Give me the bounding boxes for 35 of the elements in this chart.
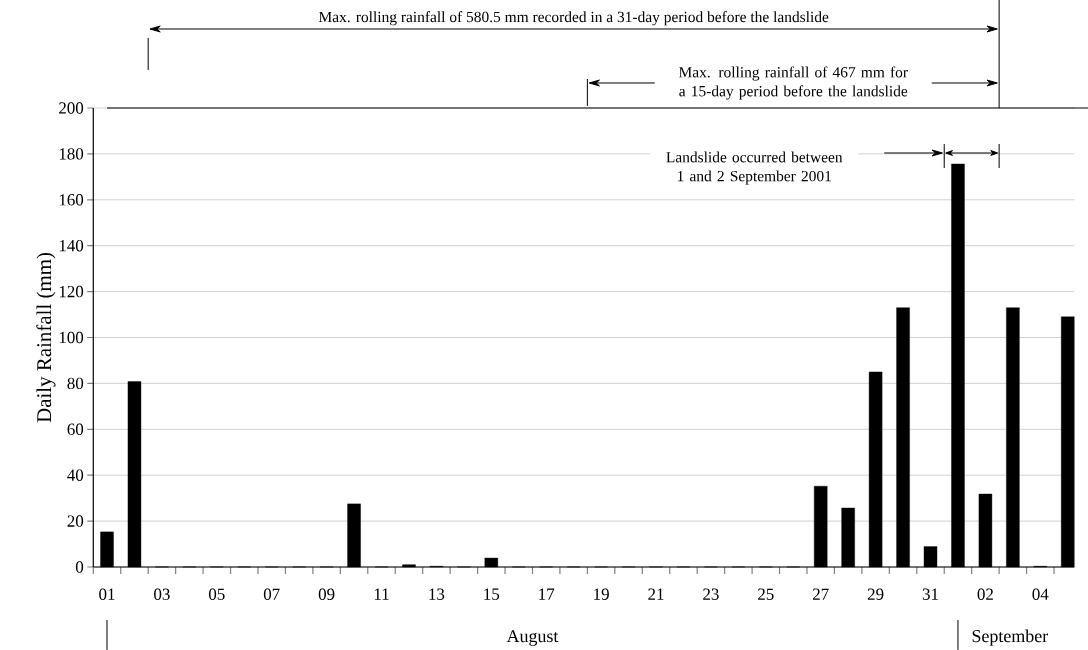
x-tick-label: 25	[758, 588, 774, 600]
x-tick-label: 11	[374, 588, 389, 600]
x-tick-label: 02	[977, 588, 993, 600]
x-tick-label: 29	[867, 588, 884, 600]
y-tick-label: 80	[67, 377, 84, 390]
y-tick-label: 160	[59, 194, 84, 206]
annotation: Landslide occurred between 1 and 2 September 2001	[666, 151, 843, 185]
x-tick-label: 17	[539, 588, 555, 600]
x-tick-label: 13	[429, 588, 445, 600]
y-axis-title: Daily Rainfall (mm)	[36, 252, 56, 423]
text: Max. rolling rainfall of 580.5 mm recorded in a 31-day period before the landslide	[318, 11, 829, 26]
x-tick-label: 27	[812, 588, 829, 600]
x-tick-label: 01	[99, 588, 115, 600]
x-tick-label: 04	[1032, 588, 1049, 600]
x-tick-label: 23	[703, 588, 719, 600]
y-tick-label: 60	[67, 423, 84, 436]
x-tick-label: 15	[484, 588, 500, 600]
y-tick-label: 20	[67, 515, 84, 527]
x-tick-label: 07	[263, 588, 280, 600]
text: Max. rolling rainfall of 467 mm for a 15-day period before the landslide	[678, 66, 908, 100]
y-tick-label: 100	[59, 331, 84, 344]
text: August	[506, 630, 559, 646]
y-tick-label: 180	[59, 148, 84, 160]
y-tick-label: 120	[59, 285, 84, 298]
y-tick-label: 140	[59, 239, 84, 252]
y-tick-label: 200	[59, 102, 84, 114]
x-tick-label: 09	[318, 588, 335, 600]
x-tick-label: 03	[154, 588, 170, 600]
y-tick-label: 40	[67, 469, 84, 481]
x-tick-label: 05	[208, 588, 225, 600]
y-tick-label: 0	[75, 561, 84, 573]
x-tick-label: 31	[922, 588, 938, 600]
text: September	[972, 629, 1049, 646]
x-tick-label: 21	[648, 588, 664, 600]
x-tick-label: 19	[594, 588, 609, 600]
